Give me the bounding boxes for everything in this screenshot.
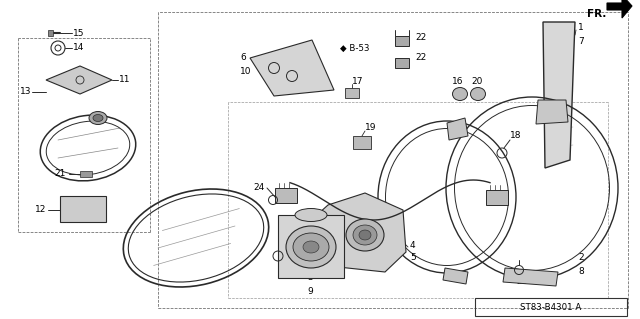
Polygon shape xyxy=(447,118,468,140)
Text: 3: 3 xyxy=(307,273,313,283)
Text: 21: 21 xyxy=(54,169,65,179)
Text: 13: 13 xyxy=(20,87,31,97)
Text: 22: 22 xyxy=(415,54,426,63)
Text: 18: 18 xyxy=(510,130,522,139)
Text: 15: 15 xyxy=(73,28,84,38)
Text: 17: 17 xyxy=(352,78,364,86)
Text: 20: 20 xyxy=(471,78,483,86)
Text: 8: 8 xyxy=(578,268,584,277)
Bar xyxy=(475,298,627,316)
Text: 22: 22 xyxy=(415,33,426,42)
Text: 5: 5 xyxy=(410,254,416,263)
Text: 6: 6 xyxy=(240,54,246,63)
Bar xyxy=(395,36,409,46)
Text: 19: 19 xyxy=(365,123,376,132)
Polygon shape xyxy=(536,100,568,124)
Polygon shape xyxy=(503,268,558,286)
Text: 7: 7 xyxy=(578,38,584,47)
Text: 12: 12 xyxy=(35,205,46,214)
Text: ◆ B-53: ◆ B-53 xyxy=(340,43,369,53)
Polygon shape xyxy=(443,268,468,284)
Bar xyxy=(48,30,53,36)
Bar xyxy=(345,88,359,98)
Text: 11: 11 xyxy=(119,76,131,85)
Text: 24: 24 xyxy=(253,183,264,192)
Ellipse shape xyxy=(346,219,384,251)
Ellipse shape xyxy=(293,233,329,261)
Bar xyxy=(395,58,409,68)
Polygon shape xyxy=(543,22,575,168)
Ellipse shape xyxy=(470,87,486,100)
Bar xyxy=(275,188,297,203)
Polygon shape xyxy=(278,215,344,278)
Ellipse shape xyxy=(295,209,327,221)
Polygon shape xyxy=(316,193,406,272)
Text: 2: 2 xyxy=(578,254,584,263)
Text: 14: 14 xyxy=(73,43,84,53)
Ellipse shape xyxy=(359,230,371,240)
Bar xyxy=(486,190,508,205)
Text: FR.: FR. xyxy=(587,9,606,19)
Text: 23: 23 xyxy=(516,278,528,286)
Text: 1: 1 xyxy=(578,24,584,33)
Text: ST83-B4301 A: ST83-B4301 A xyxy=(520,302,582,311)
Text: 9: 9 xyxy=(307,287,313,296)
Ellipse shape xyxy=(353,225,377,245)
Ellipse shape xyxy=(93,115,103,122)
Ellipse shape xyxy=(452,87,467,100)
Text: 10: 10 xyxy=(240,68,252,77)
Bar xyxy=(80,171,92,177)
Ellipse shape xyxy=(303,241,319,253)
Bar xyxy=(353,136,371,149)
Text: 16: 16 xyxy=(452,78,463,86)
Polygon shape xyxy=(46,66,112,94)
Polygon shape xyxy=(250,40,334,96)
Ellipse shape xyxy=(89,112,107,124)
Polygon shape xyxy=(60,196,106,222)
Ellipse shape xyxy=(286,226,336,268)
Text: 4: 4 xyxy=(410,241,415,249)
Polygon shape xyxy=(607,0,632,18)
